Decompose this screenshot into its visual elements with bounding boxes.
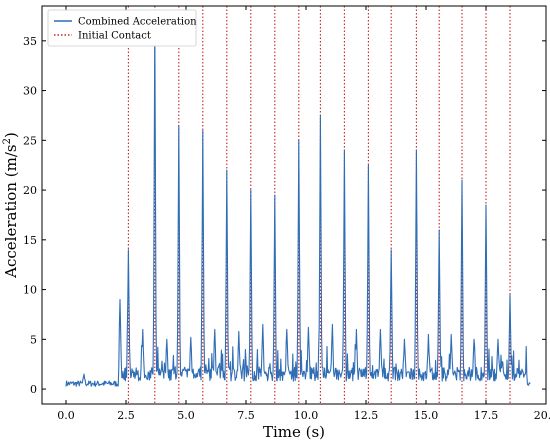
y-tick-label: 0 <box>30 383 37 396</box>
x-tick-label: 12.5 <box>354 409 379 422</box>
x-tick-label: 2.5 <box>117 409 135 422</box>
y-axis-ticks: 0 5 10 15 20 25 30 35 <box>23 35 546 396</box>
y-axis-title-superscript: 2 <box>2 138 13 144</box>
combined-acceleration-line <box>65 20 531 387</box>
x-axis-ticks: 0.0 2.5 5.0 7.5 10.0 12.5 15.0 17.5 20.0 <box>57 6 550 422</box>
x-tick-label: 5.0 <box>177 409 195 422</box>
x-tick-label: 0.0 <box>57 409 75 422</box>
x-tick-label: 20.0 <box>534 409 550 422</box>
x-tick-label: 7.5 <box>237 409 255 422</box>
y-tick-label: 30 <box>23 85 37 98</box>
y-axis-title-main: Acceleration (m/s <box>2 144 20 278</box>
legend-label-combined-acceleration: Combined Acceleration <box>78 17 197 28</box>
legend: Combined Acceleration Initial Contact <box>47 9 197 47</box>
y-tick-label: 10 <box>23 284 37 297</box>
legend-box <box>47 9 197 47</box>
combined-acceleration-series <box>65 20 531 387</box>
x-axis-title: Time (s) <box>263 423 325 441</box>
x-tick-label: 10.0 <box>294 409 319 422</box>
y-tick-label: 20 <box>23 184 37 197</box>
y-axis-title-close: ) <box>2 132 20 138</box>
y-tick-label: 5 <box>30 333 37 346</box>
x-tick-label: 17.5 <box>474 409 499 422</box>
y-axis-title: Acceleration (m/s2) <box>2 132 20 279</box>
plot-frame <box>41 5 547 405</box>
y-tick-label: 25 <box>23 134 37 147</box>
y-tick-label: 35 <box>23 35 37 48</box>
legend-label-initial-contact: Initial Contact <box>78 31 151 42</box>
x-tick-label: 15.0 <box>414 409 439 422</box>
y-tick-label: 15 <box>23 234 37 247</box>
